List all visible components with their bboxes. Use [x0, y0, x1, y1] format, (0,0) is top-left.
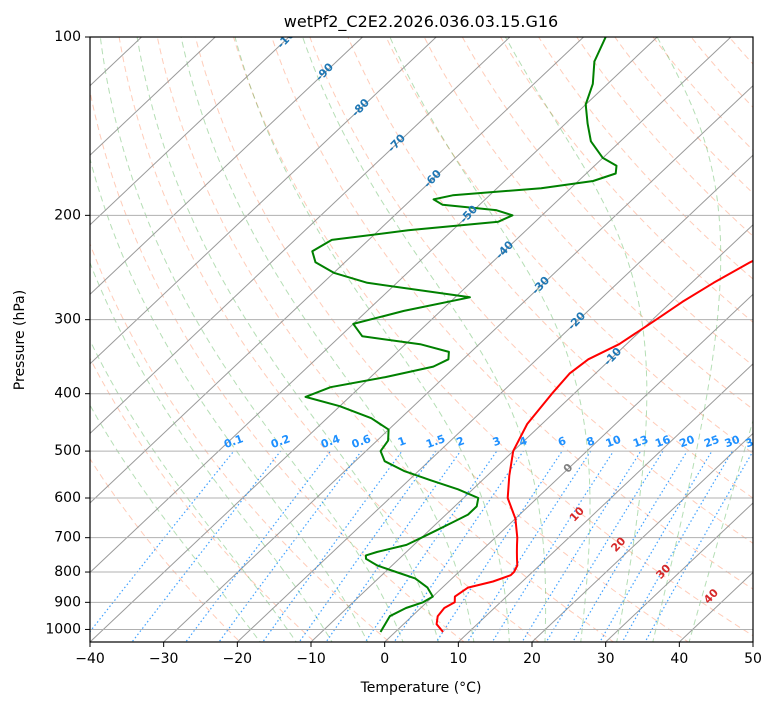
dry-adiabat	[156, 37, 615, 642]
x-tick-label: −10	[296, 651, 326, 667]
moist-adiabat	[99, 37, 404, 642]
x-tick-label: 0	[380, 651, 389, 667]
isotherm-line	[90, 37, 732, 642]
mixing-ratio-label: 16	[653, 433, 672, 451]
mixing-ratio-label: 20	[678, 433, 697, 451]
mixing-ratio-label: 1	[396, 434, 408, 449]
temperature-profile	[435, 259, 753, 633]
moist-adiabat	[234, 37, 510, 642]
profiles	[304, 37, 753, 633]
isotherm-line	[90, 37, 437, 365]
x-tick-label: −30	[149, 651, 179, 667]
mixing-ratio-label: 8	[585, 434, 597, 449]
x-axis-label: Temperature (°C)	[360, 680, 482, 696]
moist-adiabat	[389, 37, 591, 642]
mixing-ratio-label: 0.2	[269, 432, 292, 451]
isotherm-line	[90, 37, 658, 574]
mixing-ratio-label: 3	[491, 434, 503, 449]
grid	[90, 36, 753, 630]
dry-adiabat	[385, 37, 753, 455]
moist-adiabat	[302, 37, 547, 642]
mixing-ratio-label: 0.4	[319, 432, 342, 451]
isotherm-line	[310, 224, 753, 642]
x-tick-label: 50	[744, 651, 762, 667]
isotherm-line	[90, 37, 216, 156]
y-tick-label: 900	[54, 594, 81, 610]
y-tick-label: 800	[54, 564, 81, 580]
dry-adiabat	[347, 37, 753, 499]
x-tick-label: 30	[597, 651, 615, 667]
mixing-ratio-label: 4	[517, 434, 529, 449]
isotherm-line	[604, 502, 753, 642]
dry-adiabat	[90, 357, 316, 642]
y-tick-label: 200	[54, 207, 81, 223]
dry-adiabat	[118, 37, 540, 642]
y-tick-label: 100	[54, 29, 81, 45]
mixing-ratio-label: 25	[702, 433, 721, 450]
chart-title: wetPf2_C2E2.2026.036.03.15.G16	[284, 12, 558, 32]
axis-ticks: −40 −30 −20 −10 0 10 20 30 40 50 1000 900 800 700 600 5…	[45, 29, 762, 667]
moist-adiabat	[504, 37, 648, 642]
y-tick-label: 1000	[45, 621, 81, 637]
isotherm-line	[90, 37, 290, 226]
dry-adiabat	[90, 88, 465, 642]
dry-adiabat	[90, 242, 391, 642]
x-tick-label: 40	[670, 651, 688, 667]
plot-frame	[89, 36, 754, 643]
mixing-ratio-label: 36	[744, 433, 763, 451]
dry-adiabat	[194, 37, 690, 642]
isotherm-line	[236, 154, 753, 642]
isotherm-line	[90, 37, 364, 295]
isotherm-line	[383, 293, 753, 642]
y-tick-label: 700	[54, 530, 81, 546]
x-tick-label: 10	[449, 651, 467, 667]
dry-adiabat	[271, 37, 753, 590]
y-tick-label: 600	[54, 490, 81, 506]
mixing-ratio-label: 13	[631, 433, 650, 450]
y-tick-label: 500	[54, 443, 81, 459]
mixing-ratio-label: 1.5	[424, 432, 447, 451]
moist-adiabat	[90, 404, 261, 642]
dry-adiabat	[309, 37, 753, 544]
mixing-ratio-label: 2	[455, 434, 467, 449]
y-tick-label: 400	[54, 386, 81, 402]
y-axis-label: Pressure (hPa)	[12, 290, 28, 390]
y-tick-label: 300	[54, 312, 81, 328]
isotherm-line	[90, 37, 511, 435]
mixing-ratio-label: 0.1	[222, 432, 245, 451]
moist-adiabat	[90, 157, 369, 642]
x-tick-label: −20	[223, 651, 253, 667]
x-tick-label: −40	[75, 651, 105, 667]
dry-adiabat	[232, 37, 753, 637]
mixing-ratio-label: 6	[556, 434, 568, 449]
mixing-ratio-label: 0.6	[350, 432, 373, 451]
isotherm-line	[90, 37, 585, 504]
isotherm-line	[531, 432, 753, 642]
isotherm-line	[162, 84, 753, 642]
dewpoint-profile	[304, 37, 618, 633]
mixing-ratio-label: 30	[723, 433, 742, 451]
isotherm-line	[457, 363, 753, 642]
mixing-ratio-label: 10	[604, 433, 623, 451]
x-tick-label: 20	[523, 651, 541, 667]
